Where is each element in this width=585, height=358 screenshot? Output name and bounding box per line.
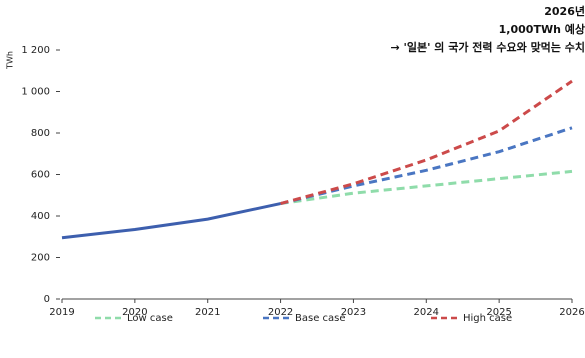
y-axis-label: TWh <box>6 51 15 70</box>
y-tick-label: 200 <box>31 253 50 264</box>
annotation: 2026년 <box>544 4 585 18</box>
x-tick-label: 2025 <box>486 307 511 318</box>
y-tick-label: 600 <box>31 170 50 181</box>
legend-label: Low case <box>127 313 173 324</box>
x-tick-label: 2019 <box>49 307 74 318</box>
y-tick-label: 0 <box>44 294 50 305</box>
x-tick-label: 2020 <box>122 307 147 318</box>
x-tick-label: 2021 <box>195 307 220 318</box>
x-tick-label: 2022 <box>268 307 293 318</box>
y-tick-label: 1 000 <box>21 87 50 98</box>
x-tick-label: 2026 <box>559 307 584 318</box>
x-tick-label: 2023 <box>341 307 366 318</box>
annotation: 1,000TWh 예상 <box>499 22 585 36</box>
legend-label: Base case <box>295 313 346 324</box>
series-line <box>61 202 281 240</box>
annotation: → '일본' 의 국가 전력 수요와 맞먹는 수치 <box>390 40 585 54</box>
y-tick-label: 1 200 <box>21 45 50 56</box>
legend-label: High case <box>463 313 512 324</box>
y-tick-label: 800 <box>31 128 50 139</box>
x-tick-label: 2024 <box>414 307 439 318</box>
y-tick-label: 400 <box>31 211 50 222</box>
series-line <box>280 126 573 206</box>
series-line <box>280 169 573 206</box>
